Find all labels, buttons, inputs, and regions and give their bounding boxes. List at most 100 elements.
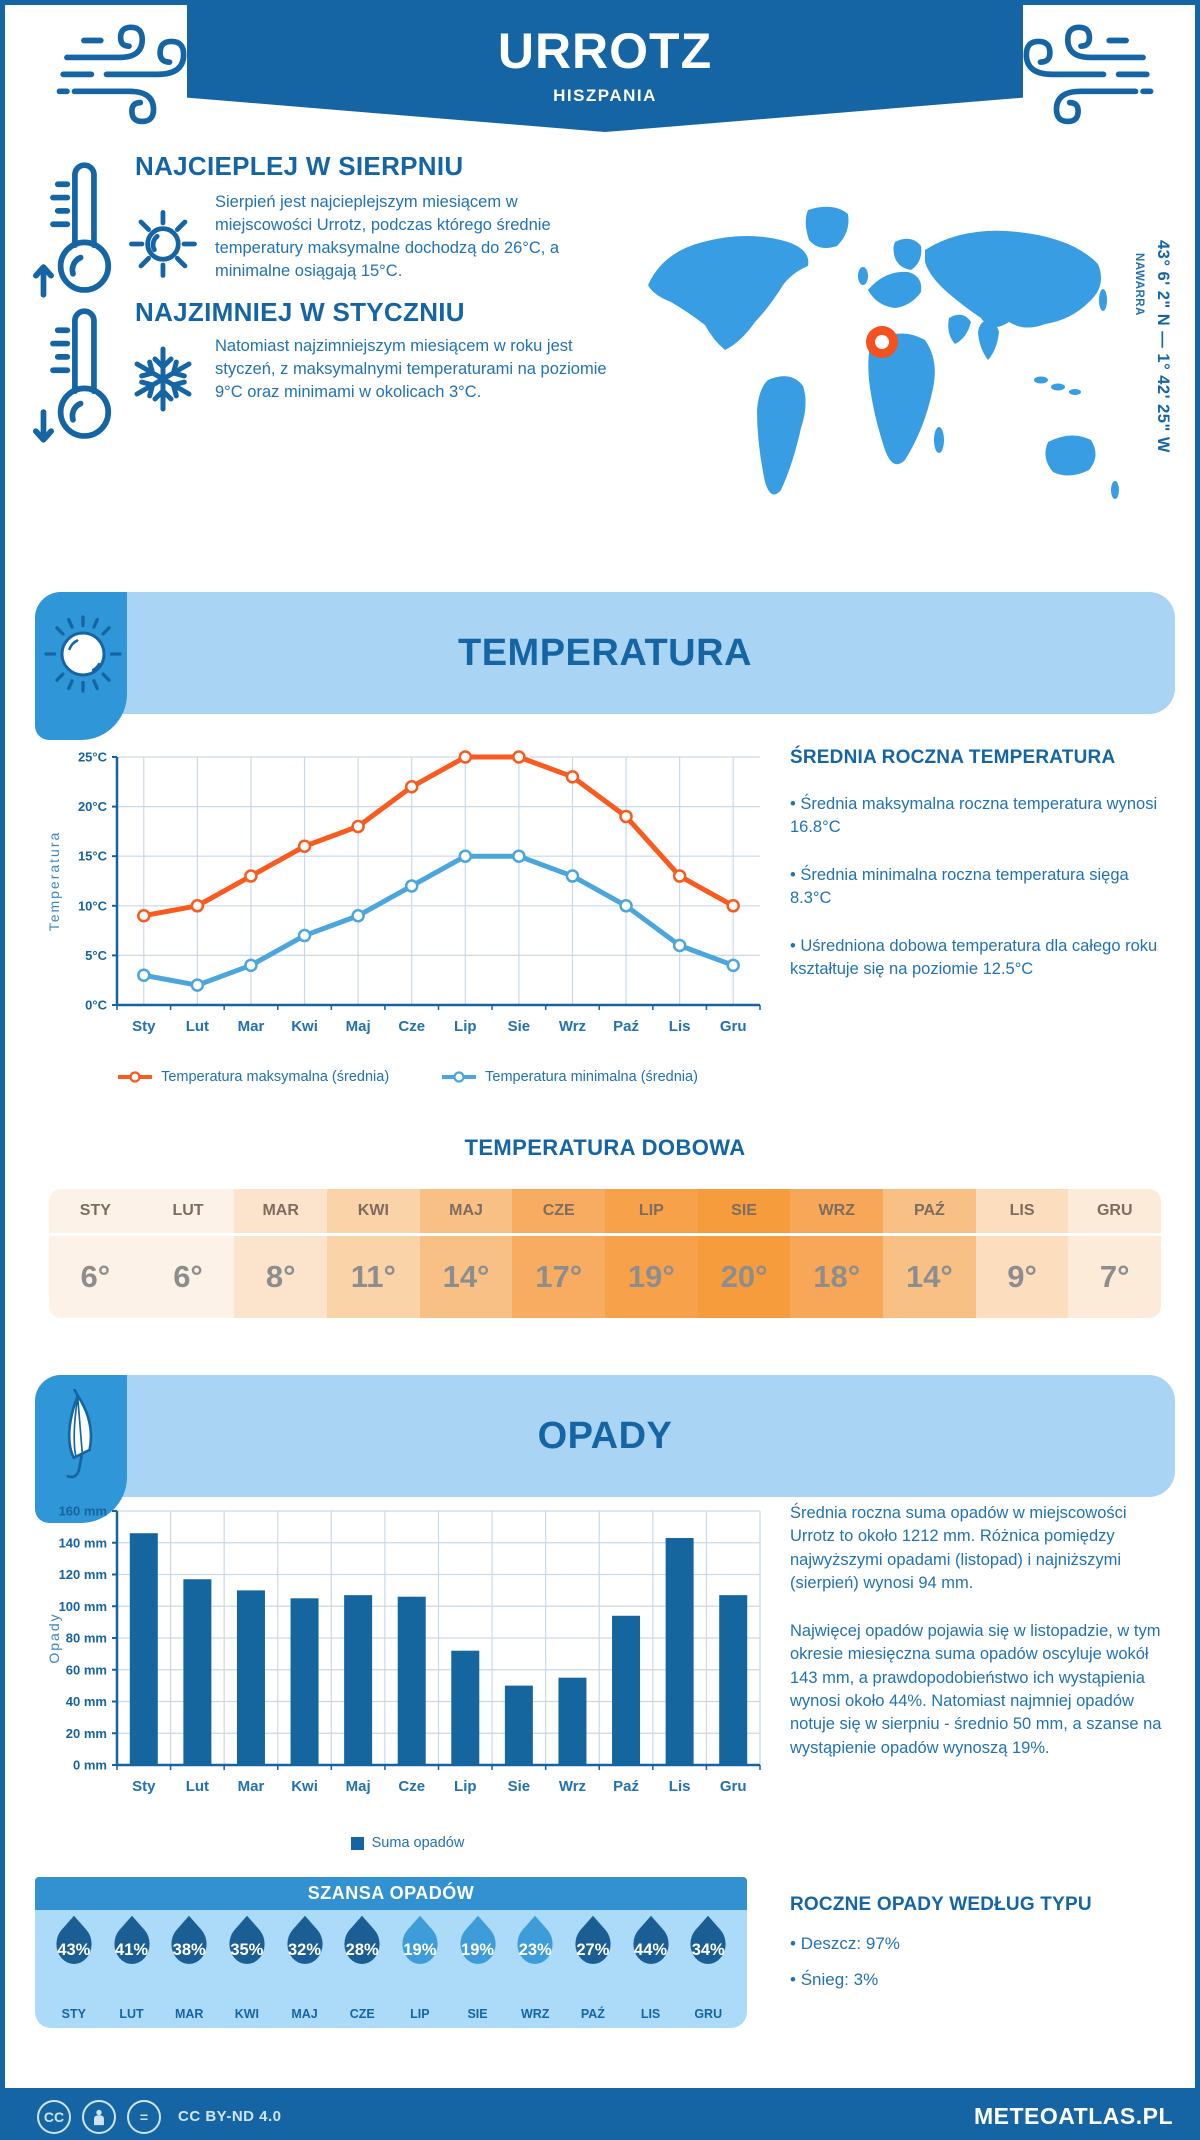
chance-month: MAR	[174, 2007, 204, 2021]
sun-banner-icon	[35, 592, 127, 740]
legend-square-marker	[350, 1836, 364, 1850]
svg-text:20°C: 20°C	[78, 799, 108, 814]
legend-label: Temperatura maksymalna (średnia)	[161, 1069, 390, 1085]
svg-text:Mar: Mar	[238, 1018, 265, 1035]
daily-temperature-title: TEMPERATURA DOBOWA	[464, 1135, 746, 1160]
chance-month: LIS	[640, 2007, 661, 2021]
cc-icon: CC	[37, 2099, 71, 2134]
table-cell-month: MAR	[234, 1189, 328, 1236]
table-cell-month: STY	[49, 1189, 142, 1236]
sun-icon	[129, 210, 197, 278]
table-cell-value: 19°	[627, 1259, 675, 1294]
chance-value: 23%	[518, 1941, 552, 1959]
precipitation-chart: 0 mm 20 mm 40 mm 60 mm 80 mm 100 mm 120 mm 140 …	[46, 1504, 761, 1795]
svg-text:Sie: Sie	[508, 1018, 531, 1035]
table-cell-value: 6°	[173, 1259, 203, 1294]
table-cell-month: LUT	[141, 1189, 235, 1236]
cold-section-title: NAJZIMNIEJ W STYCZNIU	[135, 297, 465, 327]
chance-value: 34%	[691, 1941, 725, 1959]
legend-label: Suma opadów	[371, 1835, 465, 1851]
table-column: CZE 17°	[512, 1189, 606, 1318]
chance-value: 19%	[461, 1941, 495, 1959]
svg-text:140 mm: 140 mm	[59, 1535, 107, 1550]
chance-value: 27%	[576, 1941, 610, 1959]
svg-text:Sie: Sie	[508, 1778, 531, 1795]
table-cell-value: 9°	[1007, 1259, 1037, 1294]
svg-text:Lut: Lut	[186, 1778, 209, 1795]
temperature-bullet: Średnia maksymalna roczna temperatura wy…	[790, 793, 1172, 840]
svg-text:60 mm: 60 mm	[66, 1662, 107, 1677]
header-banner: URROTZ HISZPANIA	[187, 5, 1023, 132]
chance-slot: 34% GRU	[679, 1910, 737, 2028]
chance-month: MAJ	[291, 2007, 318, 2021]
table-column: MAJ 14°	[419, 1189, 513, 1318]
chance-value: 43%	[57, 1941, 91, 1959]
svg-text:Lis: Lis	[669, 1778, 691, 1795]
svg-text:Lis: Lis	[669, 1018, 691, 1035]
svg-text:5°C: 5°C	[85, 948, 107, 963]
chance-month: PAŹ	[580, 2007, 605, 2021]
svg-text:0°C: 0°C	[85, 998, 107, 1013]
precipitation-type: ROCZNE OPADY WEDŁUG TYPU Deszcz: 97% Śnie…	[790, 1894, 1172, 1992]
svg-text:Paź: Paź	[613, 1778, 639, 1795]
chance-slot: 27% PAŹ	[564, 1910, 622, 2028]
svg-text:Mar: Mar	[238, 1778, 265, 1795]
temperature-section-banner: TEMPERATURA	[35, 592, 1175, 740]
svg-text:Temperatura: Temperatura	[46, 831, 62, 932]
table-column: WRZ 18°	[790, 1189, 884, 1318]
chance-value: 38%	[172, 1941, 206, 1959]
chance-value: 32%	[288, 1941, 322, 1959]
svg-text:100 mm: 100 mm	[59, 1599, 107, 1614]
svg-text:120 mm: 120 mm	[59, 1567, 107, 1582]
warm-section-text: Sierpień jest najcieplejszym miesiącem w…	[215, 193, 560, 281]
table-cell-month: KWI	[327, 1189, 420, 1236]
table-cell-month: LIP	[605, 1189, 698, 1236]
map-coordinates: 43° 6' 2" N — 1° 42' 25" W	[1154, 240, 1172, 453]
temperature-chart-legend: Temperatura maksymalna (średnia) Temperat…	[45, 1069, 770, 1085]
temperature-bullet: Uśredniona dobowa temperatura dla całego…	[790, 935, 1172, 982]
site-link[interactable]: METEOATLAS.PL	[973, 2103, 1173, 2129]
svg-text:Sty: Sty	[132, 1778, 156, 1795]
chance-slot: 19% LIP	[391, 1910, 449, 2028]
chance-slot: 32% MAJ	[276, 1910, 334, 2028]
table-column: GRU 7°	[1068, 1189, 1161, 1318]
chance-value: 28%	[345, 1941, 379, 1959]
table-column: MAR 8°	[234, 1189, 328, 1318]
table-cell-value: 8°	[265, 1259, 296, 1294]
page-title: URROTZ	[497, 23, 713, 79]
svg-text:Gru: Gru	[720, 1018, 747, 1035]
svg-text:Cze: Cze	[398, 1018, 425, 1035]
svg-text:15°C: 15°C	[78, 849, 108, 864]
precipitation-summary: Średnia roczna suma opadów w miejscowośc…	[790, 1502, 1172, 1784]
chance-month: KWI	[234, 2007, 259, 2021]
table-cell-month: SIE	[697, 1189, 791, 1236]
table-cell-value: 11°	[350, 1259, 396, 1294]
svg-text:Lut: Lut	[186, 1018, 209, 1035]
legend-item: Suma opadów	[350, 1835, 465, 1851]
temperature-summary: ŚREDNIA ROCZNA TEMPERATURA Średnia maksy…	[790, 747, 1172, 982]
snowflake-icon	[134, 346, 192, 412]
svg-text:25°C: 25°C	[78, 750, 108, 765]
svg-text:Cze: Cze	[398, 1778, 425, 1795]
warm-section-title: NAJCIEPLEJ W SIERPNIU	[135, 151, 464, 181]
chance-slot: 44% LIS	[622, 1910, 680, 2028]
table-cell-value: 7°	[1099, 1259, 1130, 1294]
world-map	[648, 206, 1119, 499]
table-column: LUT 6°	[141, 1189, 235, 1318]
cold-section-text: Natomiast najzimniejszym miesiącem w rok…	[215, 337, 607, 402]
chance-of-precipitation-header: SZANSA OPADÓW	[35, 1877, 747, 1910]
map-region-label: NAWARRA	[1133, 253, 1145, 316]
precipitation-chart-legend: Suma opadów	[45, 1835, 770, 1851]
svg-text:20 mm: 20 mm	[66, 1726, 107, 1741]
license-label: CC BY-ND 4.0	[178, 2108, 282, 2125]
table-cell-value: 18°	[813, 1259, 861, 1294]
table-column: LIP 19°	[605, 1189, 698, 1318]
cc-license-badge[interactable]: CC = CC BY-ND 4.0	[37, 2099, 282, 2134]
table-cell-month: WRZ	[790, 1189, 884, 1236]
cc-attribution-icon	[82, 2099, 116, 2134]
table-cell-month: PAŹ	[883, 1189, 976, 1236]
table-cell-month: GRU	[1068, 1189, 1161, 1236]
chance-value: 41%	[114, 1941, 149, 1959]
chance-slot: 41% LUT	[103, 1910, 161, 2028]
table-column: STY 6°	[49, 1189, 142, 1318]
